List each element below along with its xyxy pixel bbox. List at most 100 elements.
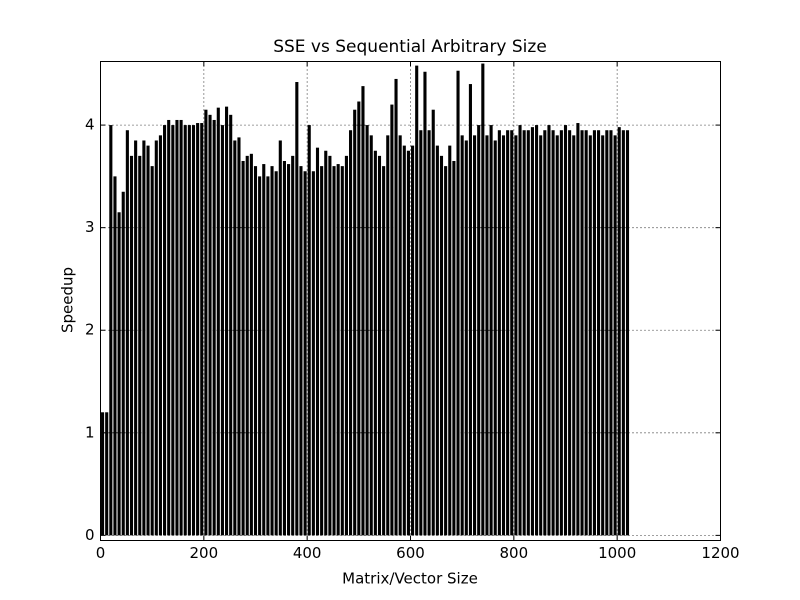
- bar: [373, 150, 377, 536]
- bar: [229, 114, 233, 536]
- bar: [522, 130, 526, 536]
- bar: [377, 155, 382, 536]
- bar: [134, 140, 138, 536]
- bar: [485, 135, 489, 536]
- bar: [266, 176, 270, 536]
- bar: [299, 166, 303, 536]
- bar: [270, 166, 274, 536]
- y-tick-label: 1: [85, 423, 95, 441]
- bar: [262, 164, 266, 536]
- plot-frame: [100, 61, 721, 541]
- bar: [427, 130, 431, 536]
- plot-area: [100, 61, 721, 541]
- bar: [460, 135, 464, 536]
- bar: [216, 107, 220, 536]
- bar: [617, 127, 621, 536]
- bar: [175, 119, 179, 536]
- y-tick-label: 3: [85, 218, 95, 236]
- bar: [295, 82, 299, 536]
- bar: [212, 119, 216, 536]
- bar: [311, 171, 315, 536]
- bar: [613, 135, 617, 536]
- bar: [328, 155, 332, 536]
- bar: [497, 130, 501, 536]
- bar: [501, 135, 506, 536]
- bar: [464, 140, 468, 536]
- bar: [568, 130, 572, 536]
- bar: [580, 130, 584, 536]
- bar: [315, 147, 320, 536]
- x-tick-label: 800: [500, 544, 529, 562]
- bar: [336, 164, 340, 536]
- y-axis-label: Speedup: [59, 267, 77, 333]
- bar: [344, 155, 348, 536]
- bar: [369, 135, 373, 536]
- x-tick-label: 1200: [701, 544, 739, 562]
- bar: [179, 119, 183, 536]
- x-tick-label: 200: [190, 544, 219, 562]
- bar: [340, 166, 344, 536]
- bar: [551, 130, 555, 536]
- bar: [220, 125, 224, 536]
- bar: [241, 160, 245, 536]
- bar: [452, 160, 456, 536]
- bar: [349, 130, 353, 536]
- bar: [477, 125, 481, 536]
- bar: [253, 166, 258, 536]
- bar: [282, 160, 286, 536]
- x-tick-label: 600: [396, 544, 425, 562]
- x-axis-label: Matrix/Vector Size: [342, 570, 478, 588]
- bar: [489, 125, 493, 536]
- bar: [361, 86, 365, 536]
- bar: [514, 135, 518, 536]
- bar: [605, 130, 609, 536]
- bar: [444, 166, 448, 536]
- bar: [142, 140, 146, 536]
- y-tick-label: 4: [85, 116, 95, 134]
- bar: [621, 130, 625, 536]
- bar: [431, 109, 435, 536]
- bar: [365, 125, 369, 536]
- x-tick-label: 400: [293, 544, 322, 562]
- bar: [390, 104, 394, 536]
- y-tick-label: 2: [85, 321, 95, 339]
- bar: [249, 153, 253, 536]
- bar: [597, 130, 601, 536]
- bar: [237, 137, 241, 536]
- bar: [539, 135, 543, 536]
- y-tick-label: 0: [85, 526, 95, 544]
- bar: [398, 135, 402, 536]
- bar: [121, 191, 125, 536]
- bar: [117, 212, 121, 536]
- bar: [357, 101, 361, 536]
- bar: [526, 130, 530, 536]
- bar: [386, 135, 390, 536]
- bar: [291, 155, 295, 536]
- bar: [415, 65, 419, 536]
- bar: [510, 130, 514, 536]
- bar: [439, 155, 444, 536]
- bar: [204, 109, 208, 536]
- bar: [435, 145, 439, 536]
- bar: [493, 140, 497, 536]
- bar: [233, 140, 237, 536]
- bar: [543, 130, 547, 536]
- bar: [258, 176, 262, 536]
- bar: [274, 171, 278, 536]
- bar: [588, 135, 592, 536]
- bar: [402, 145, 406, 536]
- bar: [406, 150, 410, 536]
- bar: [609, 130, 613, 536]
- x-tick-label: 1000: [598, 544, 636, 562]
- bar: [353, 109, 357, 536]
- bar: [394, 78, 398, 536]
- bar: [518, 125, 522, 536]
- bar: [468, 84, 472, 536]
- bar: [154, 140, 158, 536]
- bar: [419, 130, 423, 536]
- bar: [200, 123, 204, 536]
- bar: [138, 155, 142, 536]
- bar: [129, 155, 134, 536]
- bar: [158, 135, 162, 536]
